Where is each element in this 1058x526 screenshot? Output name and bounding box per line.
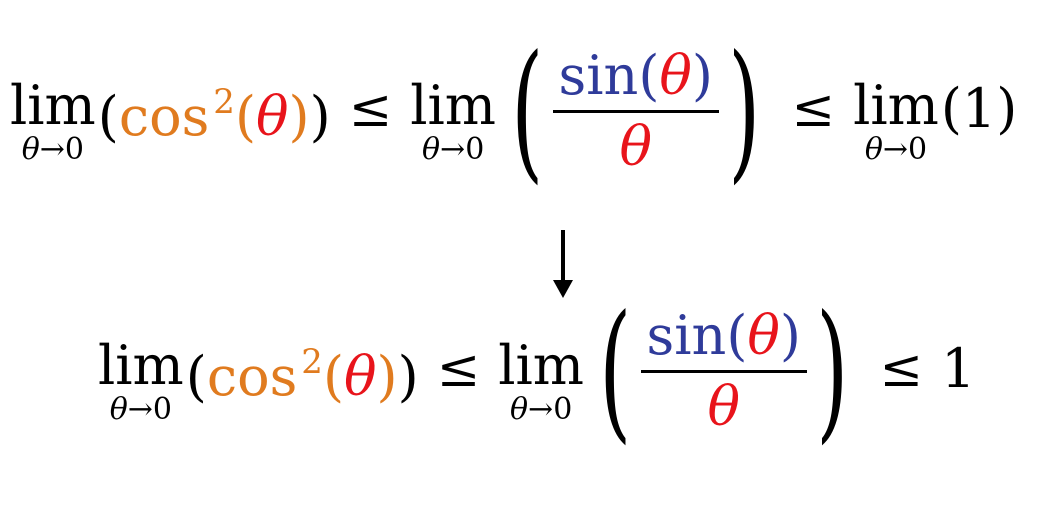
lim-word: lim (98, 334, 184, 397)
lim-target: 0 (465, 132, 485, 167)
sin-fraction-group: ( sin(θ) θ ) (586, 296, 862, 446)
lim-target: 0 (908, 132, 928, 167)
leq-symbol: ≤ (879, 339, 924, 399)
lim-subscript: θ→0 (865, 135, 927, 165)
sin-paren-close: ) (779, 303, 801, 367)
sin-func: sin (646, 303, 727, 367)
fraction-bar (552, 109, 719, 113)
outer-paren-close: ) (397, 344, 419, 408)
fraction-denominator: θ (619, 114, 653, 178)
big-paren-open: ( (599, 284, 632, 458)
sin-theta: θ (659, 43, 692, 107)
lim-arrow: → (528, 392, 554, 427)
lim-word: lim (410, 74, 497, 137)
lim-word: lim (853, 74, 939, 137)
constant-one-expression: (1) (940, 77, 1018, 140)
fraction-denominator: θ (707, 374, 741, 438)
lim-subscript: θ→0 (110, 395, 172, 425)
big-paren-close: ) (816, 284, 849, 458)
limit-right: lim θ→0 (853, 79, 939, 165)
fraction-numerator: sin(θ) (553, 43, 719, 110)
cos-squared-expression: (cos 2(θ)) (98, 75, 331, 144)
cos-paren-open: ( (322, 344, 345, 408)
cos-paren-open: ( (234, 84, 257, 148)
sin-paren-open: ( (726, 303, 748, 367)
limit-left: lim θ→0 (98, 339, 184, 425)
lim-var: θ (864, 132, 883, 167)
outer-paren-open: ( (97, 84, 119, 148)
cos-power: 2 (301, 341, 323, 382)
lim-var: θ (421, 132, 441, 167)
limit-left: lim θ→0 (10, 79, 96, 165)
lim-arrow: → (440, 132, 466, 167)
lim-subscript: θ→0 (510, 395, 572, 425)
lim-target: 0 (152, 392, 173, 427)
sin-paren-open: ( (638, 43, 660, 107)
cos-func: cos (206, 344, 298, 408)
outer-paren-open: ( (185, 344, 207, 408)
cos-theta: θ (256, 84, 289, 148)
cos-theta: θ (344, 344, 377, 408)
sin-over-theta-fraction: sin(θ) θ (640, 303, 807, 438)
lim-word: lim (498, 334, 585, 397)
leq-symbol: ≤ (791, 79, 836, 139)
cos-power: 2 (213, 81, 235, 122)
big-paren-open: ( (511, 24, 544, 198)
lim-word: lim (10, 74, 96, 137)
big-paren-close: ) (728, 24, 761, 198)
top-inequality: lim θ→0 (cos 2(θ)) ≤ lim θ→0 ( sin(θ) θ )… (10, 36, 1018, 186)
bottom-inequality: lim θ→0 (cos 2(θ)) ≤ lim θ→0 ( sin(θ) θ )… (98, 296, 976, 446)
down-arrow-icon (553, 230, 573, 298)
limit-middle: lim θ→0 (498, 339, 584, 425)
sin-over-theta-fraction: sin(θ) θ (552, 43, 719, 178)
sin-paren-close: ) (691, 43, 713, 107)
sin-theta: θ (747, 303, 780, 367)
leq-symbol: ≤ (348, 79, 393, 139)
lim-var: θ (21, 132, 40, 167)
lim-var: θ (509, 392, 529, 427)
limit-middle: lim θ→0 (410, 79, 496, 165)
constant-one: 1 (941, 337, 976, 400)
lim-arrow: → (127, 392, 153, 427)
lim-target: 0 (553, 392, 573, 427)
sin-fraction-group: ( sin(θ) θ ) (498, 36, 774, 186)
lim-subscript: θ→0 (422, 135, 484, 165)
lim-arrow: → (882, 132, 909, 167)
lim-target: 0 (64, 132, 85, 167)
fraction-numerator: sin(θ) (641, 303, 807, 370)
lim-subscript: θ→0 (22, 135, 84, 165)
cos-squared-expression: (cos 2(θ)) (186, 335, 419, 404)
leq-symbol: ≤ (436, 339, 481, 399)
lim-arrow: → (39, 132, 65, 167)
fraction-bar (640, 369, 807, 373)
cos-paren-close: ) (288, 84, 310, 148)
outer-paren-close: ) (309, 84, 331, 148)
lim-var: θ (109, 392, 128, 427)
cos-func: cos (118, 84, 210, 148)
cos-paren-close: ) (376, 344, 398, 408)
sin-func: sin (558, 43, 639, 107)
